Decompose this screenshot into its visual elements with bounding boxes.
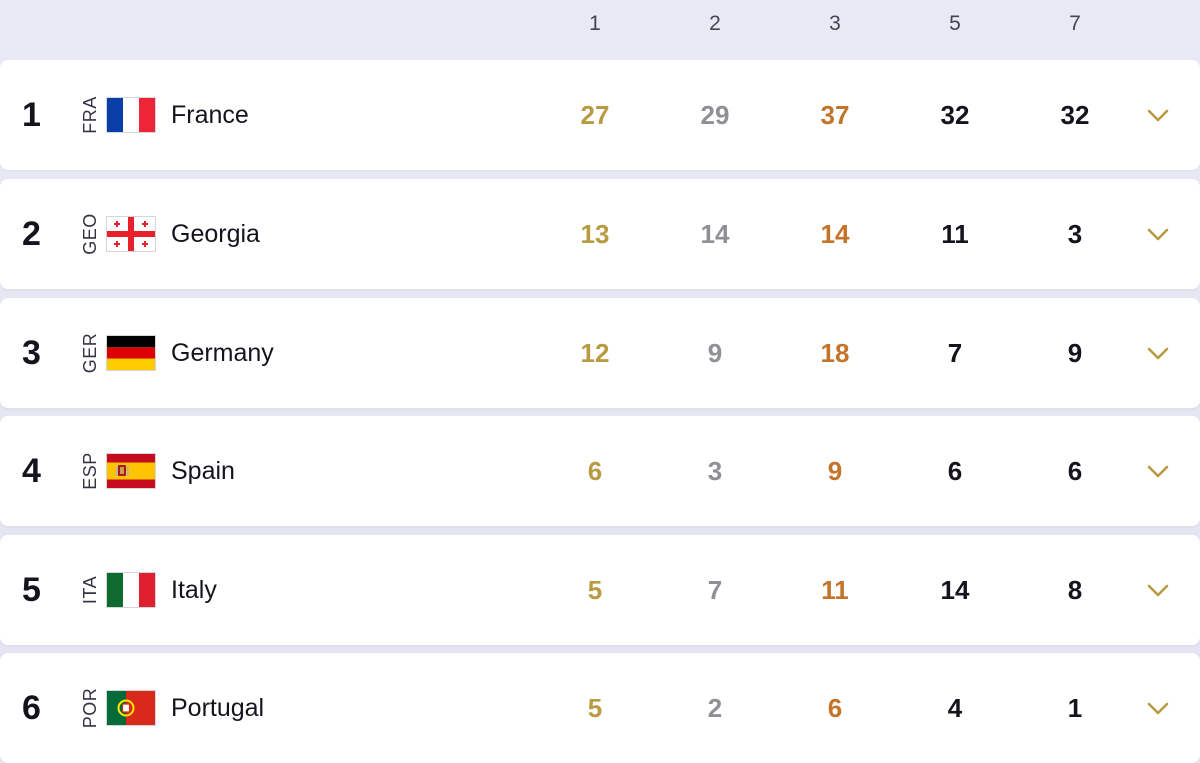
italy-flag-icon <box>106 572 156 608</box>
value-col-3: 18 <box>820 338 850 368</box>
value-col-5: 14 <box>940 575 970 605</box>
table-row[interactable]: 2 GEO Georgia 13 14 14 11 3 <box>0 179 1200 289</box>
country-code: GEO <box>80 213 100 255</box>
value-col-1: 5 <box>587 575 603 605</box>
table-row[interactable]: 6 POR Portugal 5 2 6 4 1 <box>0 653 1200 763</box>
country-name: Portugal <box>171 694 265 722</box>
value-col-5: 4 <box>947 693 963 723</box>
table-row[interactable]: 5 ITA Italy 5 7 11 14 8 <box>0 535 1200 645</box>
value-col-2: 14 <box>700 219 730 249</box>
value-col-3: 9 <box>827 456 843 486</box>
rank-number: 2 <box>22 215 41 253</box>
rank-number: 6 <box>22 689 41 727</box>
chevron-down-icon[interactable] <box>1140 338 1176 368</box>
value-col-5: 32 <box>940 100 970 130</box>
rank-number: 3 <box>22 334 41 372</box>
value-col-3: 37 <box>820 100 850 130</box>
country-code: ESP <box>80 452 100 490</box>
value-col-2: 3 <box>707 456 723 486</box>
value-col-3: 11 <box>821 575 849 605</box>
germany-flag-icon <box>106 335 156 371</box>
value-col-7: 32 <box>1060 100 1090 130</box>
value-col-3: 14 <box>820 219 850 249</box>
table-row[interactable]: 1 FRA France 27 29 37 32 32 <box>0 60 1200 170</box>
value-col-7: 8 <box>1067 575 1083 605</box>
georgia-flag-icon <box>106 216 156 252</box>
value-col-3: 6 <box>827 693 843 723</box>
value-col-1: 13 <box>580 219 610 249</box>
value-col-2: 9 <box>707 338 723 368</box>
value-col-7: 6 <box>1067 456 1083 486</box>
value-col-7: 3 <box>1067 219 1083 249</box>
value-col-2: 2 <box>707 693 723 723</box>
chevron-down-icon[interactable] <box>1140 693 1176 723</box>
rank-number: 5 <box>22 571 41 609</box>
country-name: Spain <box>171 457 235 485</box>
country-code: FRA <box>80 96 100 134</box>
country-name: Germany <box>171 339 274 367</box>
value-col-2: 29 <box>700 100 730 130</box>
table-row[interactable]: 3 GER Germany 12 9 18 7 9 <box>0 298 1200 408</box>
column-header-3[interactable]: 3 <box>829 12 841 35</box>
value-col-1: 5 <box>587 693 603 723</box>
value-col-5: 7 <box>947 338 963 368</box>
chevron-down-icon[interactable] <box>1140 456 1176 486</box>
country-code: ITA <box>80 575 100 605</box>
chevron-down-icon[interactable] <box>1140 219 1176 249</box>
column-header-1[interactable]: 1 <box>589 12 601 35</box>
rank-number: 4 <box>22 452 41 490</box>
value-col-7: 9 <box>1067 338 1083 368</box>
table-header: 1 2 3 5 7 <box>0 0 1200 58</box>
country-name: Georgia <box>171 220 260 248</box>
value-col-2: 7 <box>707 575 723 605</box>
rank-number: 1 <box>22 96 41 134</box>
table-row[interactable]: 4 ESP Spain 6 3 9 6 6 <box>0 416 1200 526</box>
country-name: Italy <box>171 576 217 604</box>
chevron-down-icon[interactable] <box>1140 100 1176 130</box>
value-col-1: 27 <box>580 100 610 130</box>
portugal-flag-icon <box>106 690 156 726</box>
column-header-2[interactable]: 2 <box>709 12 721 35</box>
column-header-4[interactable]: 5 <box>949 12 961 35</box>
value-col-1: 6 <box>587 456 603 486</box>
france-flag-icon <box>106 97 156 133</box>
country-name: France <box>171 101 249 129</box>
value-col-1: 12 <box>580 338 610 368</box>
country-code: GER <box>80 332 100 374</box>
value-col-5: 6 <box>947 456 963 486</box>
chevron-down-icon[interactable] <box>1140 575 1176 605</box>
spain-flag-icon <box>106 453 156 489</box>
value-col-5: 11 <box>941 219 969 249</box>
value-col-7: 1 <box>1067 693 1083 723</box>
country-code: POR <box>80 687 100 729</box>
column-header-5[interactable]: 7 <box>1069 12 1081 35</box>
